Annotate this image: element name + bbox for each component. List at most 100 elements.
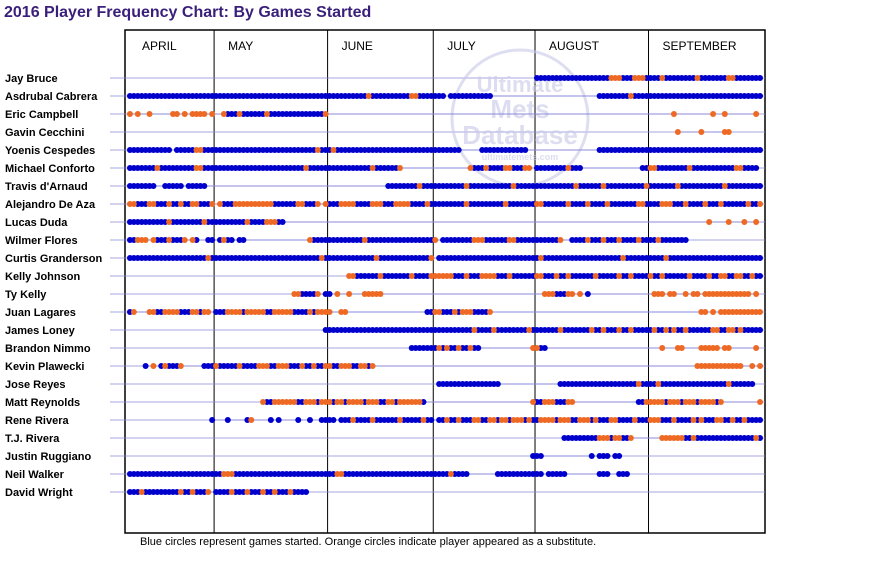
- game-substitute-dot: [299, 201, 306, 207]
- game-substitute-dot: [201, 219, 208, 225]
- game-substitute-dot: [737, 327, 744, 333]
- game-substitute-dot: [318, 255, 325, 261]
- game-substitute-dot: [361, 363, 368, 369]
- game-substitute-dot: [299, 363, 306, 369]
- game-substitute-dot: [326, 399, 333, 405]
- game-started-dot: [228, 237, 235, 243]
- game-substitute-dot: [616, 237, 623, 243]
- game-substitute-dot: [635, 381, 642, 387]
- game-substitute-dot: [479, 237, 486, 243]
- game-substitute-dot: [314, 291, 321, 297]
- game-substitute-dot: [565, 165, 572, 171]
- game-substitute-dot: [569, 399, 576, 405]
- game-started-dot: [224, 417, 231, 423]
- game-substitute-dot: [420, 417, 427, 423]
- game-substitute-dot: [721, 111, 728, 117]
- player-label: Eric Campbell: [5, 109, 78, 121]
- game-substitute-dot: [126, 111, 133, 117]
- game-substitute-dot: [725, 129, 732, 135]
- game-substitute-dot: [753, 111, 760, 117]
- game-substitute-dot: [166, 219, 173, 225]
- game-substitute-dot: [741, 417, 748, 423]
- game-substitute-dot: [483, 165, 490, 171]
- game-substitute-dot: [291, 399, 298, 405]
- game-substitute-dot: [537, 273, 544, 279]
- game-started-dot: [455, 147, 462, 153]
- game-substitute-dot: [592, 273, 599, 279]
- game-substitute-dot: [710, 111, 717, 117]
- game-started-dot: [757, 93, 764, 99]
- player-label: Michael Conforto: [5, 163, 95, 175]
- game-substitute-dot: [209, 111, 216, 117]
- game-substitute-dot: [263, 111, 270, 117]
- game-substitute-dot: [537, 201, 544, 207]
- game-started-dot: [682, 237, 689, 243]
- game-substitute-dot: [670, 417, 677, 423]
- game-substitute-dot: [181, 111, 188, 117]
- game-substitute-dot: [365, 93, 372, 99]
- game-substitute-dot: [260, 399, 267, 405]
- game-substitute-dot: [588, 327, 595, 333]
- game-started-dot: [440, 93, 447, 99]
- player-label: Jay Bruce: [5, 73, 58, 85]
- game-substitute-dot: [177, 489, 184, 495]
- game-substitute-dot: [154, 165, 161, 171]
- game-started-dot: [326, 291, 333, 297]
- game-substitute-dot: [369, 363, 376, 369]
- game-started-dot: [604, 471, 611, 477]
- plot-frame: [124, 29, 766, 534]
- game-substitute-dot: [537, 255, 544, 261]
- game-substitute-dot: [447, 273, 454, 279]
- game-substitute-dot: [729, 75, 736, 81]
- game-substitute-dot: [639, 75, 646, 81]
- game-substitute-dot: [201, 111, 208, 117]
- month-label: SEPTEMBER: [663, 39, 737, 53]
- game-substitute-dot: [342, 309, 349, 315]
- game-started-dot: [275, 417, 282, 423]
- game-substitute-dot: [686, 273, 693, 279]
- game-substitute-dot: [436, 309, 443, 315]
- game-substitute-dot: [573, 183, 580, 189]
- game-substitute-dot: [749, 363, 756, 369]
- game-substitute-dot: [134, 111, 141, 117]
- game-substitute-dot: [432, 237, 439, 243]
- game-substitute-dot: [721, 183, 728, 189]
- game-substitute-dot: [150, 363, 157, 369]
- game-substitute-dot: [655, 381, 662, 387]
- game-substitute-dot: [627, 93, 634, 99]
- game-started-dot: [330, 417, 337, 423]
- game-substitute-dot: [729, 327, 736, 333]
- game-substitute-dot: [663, 255, 670, 261]
- game-substitute-dot: [745, 291, 752, 297]
- player-label: Yoenis Cespedes: [5, 145, 95, 157]
- game-substitute-dot: [350, 417, 357, 423]
- game-substitute-dot: [518, 417, 525, 423]
- game-substitute-dot: [710, 399, 717, 405]
- game-substitute-dot: [189, 237, 196, 243]
- game-substitute-dot: [526, 327, 533, 333]
- game-started-dot: [561, 471, 568, 477]
- game-substitute-dot: [600, 237, 607, 243]
- game-substitute-dot: [322, 111, 329, 117]
- game-substitute-dot: [373, 255, 380, 261]
- game-substitute-dot: [553, 273, 560, 279]
- game-substitute-dot: [389, 399, 396, 405]
- game-substitute-dot: [490, 417, 497, 423]
- game-substitute-dot: [757, 201, 764, 207]
- month-label: JULY: [447, 39, 475, 53]
- game-substitute-dot: [205, 309, 212, 315]
- game-substitute-dot: [694, 75, 701, 81]
- game-substitute-dot: [659, 75, 666, 81]
- game-substitute-dot: [408, 273, 415, 279]
- game-substitute-dot: [725, 345, 732, 351]
- player-label: Travis d'Arnaud: [5, 181, 88, 193]
- game-started-dot: [604, 453, 611, 459]
- game-substitute-dot: [651, 165, 658, 171]
- game-substitute-dot: [627, 435, 634, 441]
- watermark-text: Mets: [490, 94, 549, 124]
- game-started-dot: [757, 255, 764, 261]
- game-substitute-dot: [181, 237, 188, 243]
- game-started-dot: [428, 417, 435, 423]
- game-substitute-dot: [635, 237, 642, 243]
- game-substitute-dot: [670, 291, 677, 297]
